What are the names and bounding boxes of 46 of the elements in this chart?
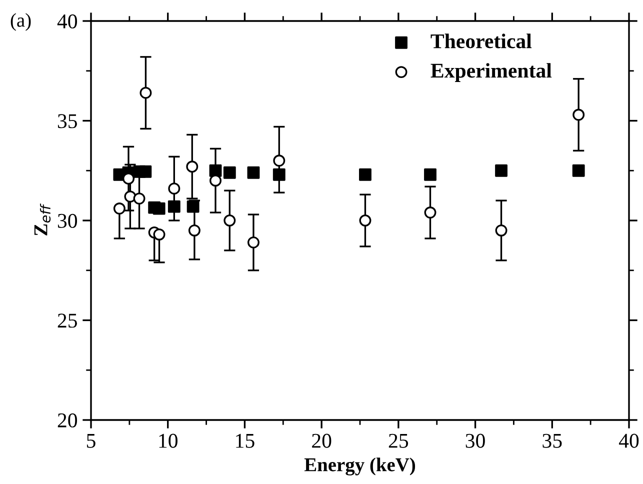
point	[139, 165, 152, 178]
x-tick-label: 35	[542, 434, 562, 448]
point	[572, 108, 585, 121]
point	[247, 166, 260, 179]
point	[247, 236, 260, 248]
point	[223, 166, 236, 179]
point	[186, 160, 198, 173]
point	[122, 172, 134, 185]
y-tick-label: 25	[58, 314, 77, 328]
legend-label: Theoretical	[430, 34, 532, 48]
point	[359, 168, 372, 181]
legend-label: Experimental	[430, 63, 552, 82]
point	[224, 214, 236, 226]
x-axis-title: Energy (keV)	[304, 458, 416, 476]
point	[168, 200, 180, 213]
point	[424, 206, 436, 219]
point	[273, 154, 286, 167]
x-tick-label: 15	[236, 434, 254, 448]
x-tick-label: 30	[466, 434, 485, 448]
x-tick-label: 5	[87, 434, 96, 448]
point	[140, 86, 152, 99]
point	[152, 202, 166, 215]
point	[124, 190, 136, 203]
point	[495, 224, 508, 236]
point	[359, 214, 372, 226]
point	[186, 200, 200, 213]
y-tick-label: 35	[58, 114, 77, 128]
text: (a)	[10, 13, 31, 31]
point	[153, 228, 166, 240]
x-tick-label: 25	[388, 434, 408, 448]
y-tick-label: 20	[58, 413, 78, 428]
point	[210, 174, 222, 187]
point	[272, 168, 286, 181]
x-tick-label: 40	[618, 434, 639, 448]
point	[133, 192, 146, 205]
point	[168, 182, 180, 195]
point	[572, 164, 585, 177]
point	[495, 164, 508, 177]
point	[188, 224, 200, 236]
y-axis-title: Z$_{eff}$	[34, 204, 51, 236]
x-tick-label: 20	[312, 434, 332, 448]
point	[113, 202, 126, 215]
point	[424, 168, 436, 181]
y-tick-label: 40	[57, 14, 78, 28]
x-tick-label: 10	[159, 434, 178, 448]
y-tick-label: 30	[58, 214, 78, 228]
